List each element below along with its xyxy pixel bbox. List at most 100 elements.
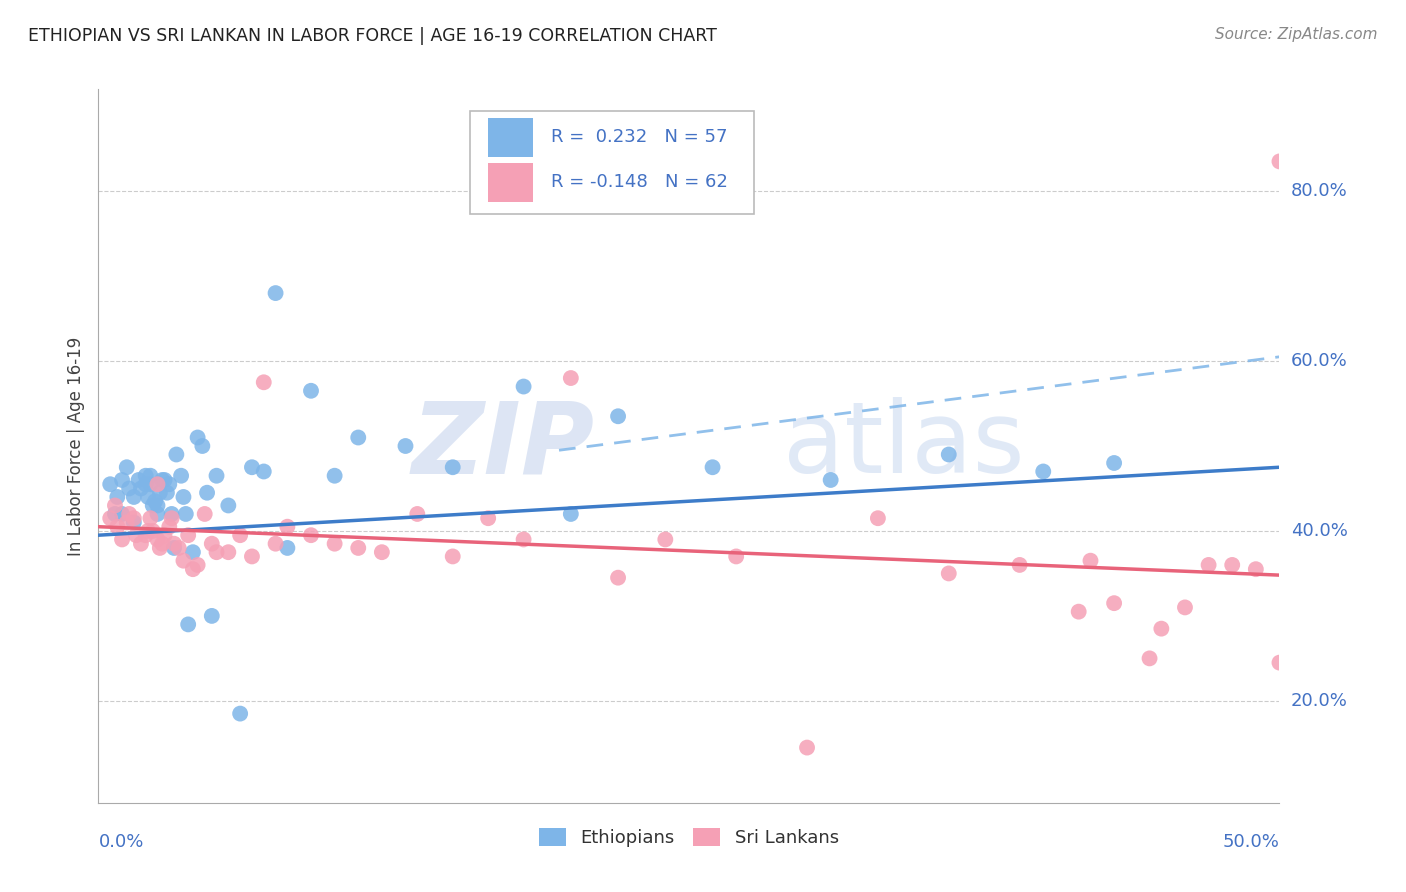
- Point: [276, 541, 298, 555]
- Point: [165, 448, 187, 462]
- Point: [156, 485, 179, 500]
- Point: [122, 490, 145, 504]
- Point: [796, 740, 818, 755]
- Point: [1174, 600, 1197, 615]
- Point: [1198, 558, 1220, 572]
- Point: [1008, 558, 1031, 572]
- Text: 40.0%: 40.0%: [1291, 522, 1347, 540]
- Point: [607, 409, 630, 424]
- Point: [187, 558, 209, 572]
- Point: [143, 494, 166, 508]
- Point: [146, 533, 169, 547]
- Point: [205, 468, 228, 483]
- Point: [172, 554, 194, 568]
- Point: [1150, 622, 1173, 636]
- Point: [240, 460, 263, 475]
- Point: [1244, 562, 1267, 576]
- Point: [149, 485, 172, 500]
- Point: [157, 519, 180, 533]
- Text: atlas: atlas: [783, 398, 1025, 494]
- Point: [1067, 605, 1090, 619]
- Point: [217, 499, 239, 513]
- Point: [477, 511, 499, 525]
- Point: [136, 490, 159, 504]
- Point: [98, 511, 121, 525]
- Point: [125, 528, 148, 542]
- Point: [194, 507, 217, 521]
- Point: [406, 507, 429, 521]
- Point: [153, 528, 176, 542]
- Point: [866, 511, 889, 525]
- Point: [104, 499, 127, 513]
- Point: [820, 473, 842, 487]
- Point: [299, 528, 322, 542]
- Text: Source: ZipAtlas.com: Source: ZipAtlas.com: [1215, 27, 1378, 42]
- Point: [253, 465, 276, 479]
- Point: [149, 541, 172, 555]
- Point: [323, 537, 346, 551]
- Point: [276, 519, 298, 533]
- Point: [607, 571, 630, 585]
- Point: [177, 617, 200, 632]
- Point: [347, 541, 370, 555]
- Point: [1080, 554, 1102, 568]
- Text: 80.0%: 80.0%: [1291, 182, 1347, 200]
- Point: [181, 562, 204, 576]
- Point: [702, 460, 724, 475]
- Point: [146, 499, 169, 513]
- Point: [170, 468, 193, 483]
- Point: [115, 460, 138, 475]
- Point: [253, 376, 276, 390]
- Point: [1220, 558, 1243, 572]
- Y-axis label: In Labor Force | Age 16-19: In Labor Force | Age 16-19: [66, 336, 84, 556]
- Point: [146, 477, 169, 491]
- Point: [264, 286, 287, 301]
- Text: ZIP: ZIP: [412, 398, 595, 494]
- Point: [111, 533, 134, 547]
- Text: R =  0.232   N = 57: R = 0.232 N = 57: [551, 128, 727, 146]
- Point: [129, 482, 152, 496]
- Point: [441, 460, 464, 475]
- Point: [139, 468, 162, 483]
- Point: [98, 477, 121, 491]
- Point: [115, 516, 138, 530]
- Point: [111, 473, 134, 487]
- Point: [150, 537, 173, 551]
- Legend: Ethiopians, Sri Lankans: Ethiopians, Sri Lankans: [531, 821, 846, 855]
- Point: [229, 706, 252, 721]
- Point: [105, 490, 128, 504]
- Point: [195, 485, 218, 500]
- Point: [1032, 465, 1054, 479]
- Point: [160, 507, 183, 521]
- Point: [128, 473, 150, 487]
- Point: [201, 537, 224, 551]
- Point: [105, 519, 128, 533]
- Point: [146, 507, 169, 521]
- Point: [157, 477, 180, 491]
- Point: [104, 507, 127, 521]
- Point: [264, 537, 287, 551]
- Bar: [488, 162, 533, 202]
- Point: [229, 528, 252, 542]
- Point: [122, 511, 145, 525]
- Point: [118, 507, 141, 521]
- Point: [129, 537, 152, 551]
- Bar: [488, 118, 533, 157]
- Text: ETHIOPIAN VS SRI LANKAN IN LABOR FORCE | AGE 16-19 CORRELATION CHART: ETHIOPIAN VS SRI LANKAN IN LABOR FORCE |…: [28, 27, 717, 45]
- Point: [347, 430, 370, 444]
- Point: [371, 545, 394, 559]
- Point: [938, 448, 960, 462]
- Point: [1139, 651, 1161, 665]
- Point: [142, 499, 165, 513]
- Point: [205, 545, 228, 559]
- FancyBboxPatch shape: [471, 111, 754, 214]
- Point: [136, 524, 159, 538]
- Point: [1268, 154, 1291, 169]
- Point: [441, 549, 464, 564]
- Point: [174, 507, 197, 521]
- Point: [118, 482, 141, 496]
- Point: [142, 524, 165, 538]
- Point: [122, 516, 145, 530]
- Point: [217, 545, 239, 559]
- Point: [560, 371, 582, 385]
